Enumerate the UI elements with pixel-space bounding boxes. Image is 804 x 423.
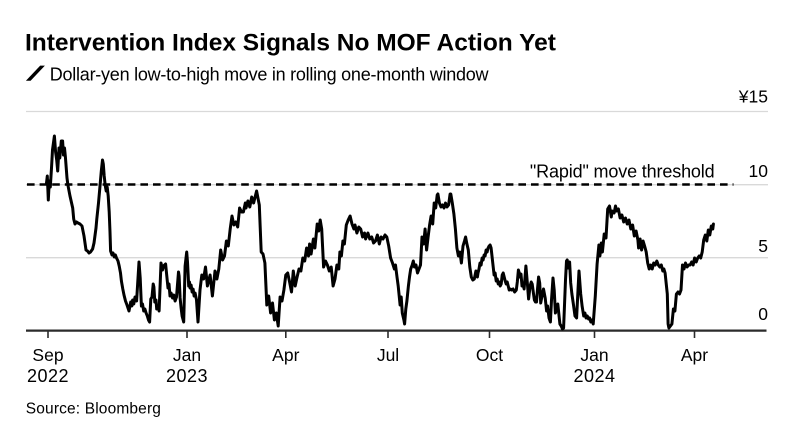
svg-text:Intervention Index Signals No: Intervention Index Signals No MOF Action…	[25, 30, 556, 57]
svg-text:Dollar-yen low-to-high move in: Dollar-yen low-to-high move in rolling o…	[50, 64, 490, 84]
svg-text:¥15: ¥15	[738, 86, 768, 106]
svg-text:0: 0	[758, 304, 768, 324]
svg-text:2022: 2022	[27, 366, 69, 386]
svg-text:Jan: Jan	[580, 345, 608, 365]
svg-text:Source: Bloomberg: Source: Bloomberg	[26, 400, 161, 417]
svg-text:10: 10	[749, 161, 769, 181]
svg-text:Oct: Oct	[476, 345, 503, 365]
svg-text:5: 5	[758, 236, 768, 256]
svg-text:Jan: Jan	[173, 345, 201, 365]
svg-text:Apr: Apr	[681, 345, 708, 365]
svg-text:"Rapid" move threshold: "Rapid" move threshold	[530, 162, 715, 182]
svg-text:2023: 2023	[166, 366, 208, 386]
svg-text:Apr: Apr	[272, 345, 299, 365]
svg-text:2024: 2024	[573, 366, 615, 386]
svg-text:Jul: Jul	[377, 345, 399, 365]
svg-text:Sep: Sep	[32, 345, 63, 365]
